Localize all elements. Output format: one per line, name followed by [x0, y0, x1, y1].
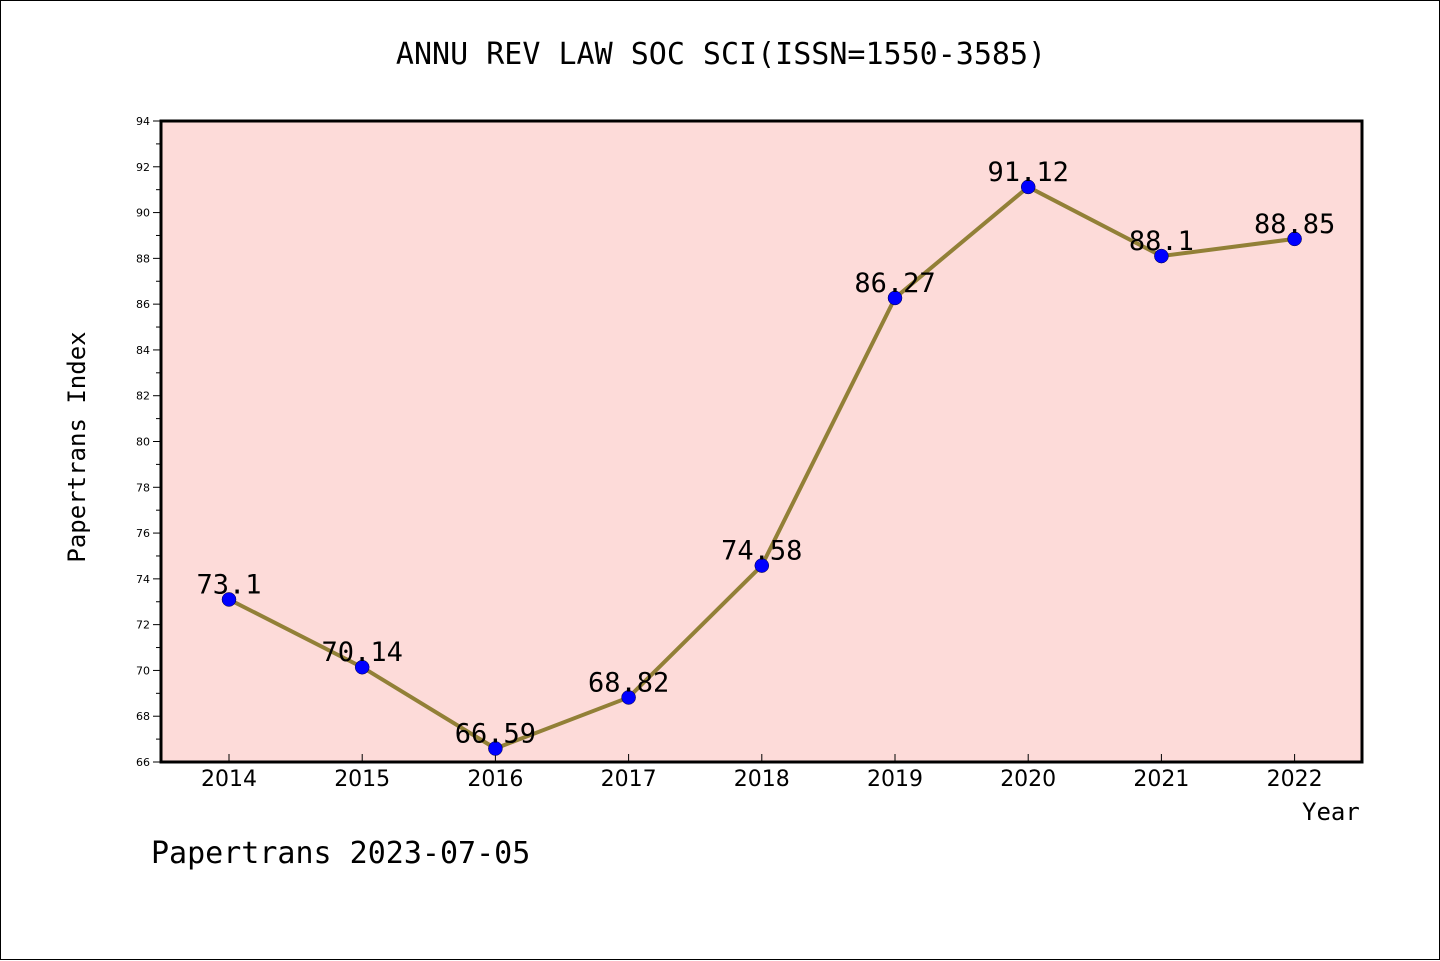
x-tick-label: 2019	[867, 767, 923, 792]
y-tick-label: 74	[136, 573, 150, 586]
data-label: 73.1	[196, 569, 261, 600]
data-label: 70.14	[322, 637, 403, 668]
data-point	[887, 290, 903, 306]
data-point	[621, 690, 636, 705]
y-tick-label: 78	[136, 481, 150, 494]
x-tick-label: 2014	[201, 767, 257, 792]
y-tick-label: 82	[136, 390, 150, 403]
data-label: 86.27	[854, 268, 935, 299]
y-tick-label: 68	[136, 710, 150, 723]
data-point	[1020, 179, 1036, 195]
y-tick-label: 66	[136, 756, 150, 769]
x-tick-label: 2015	[334, 767, 390, 792]
data-label: 91.12	[988, 157, 1069, 188]
x-tick-label: 2016	[467, 767, 523, 792]
y-tick-label: 80	[136, 436, 150, 449]
y-tick-label: 86	[136, 298, 150, 311]
data-point	[1287, 231, 1302, 247]
data-label: 68.82	[588, 667, 669, 698]
y-tick-label: 88	[136, 252, 150, 265]
data-point	[488, 741, 503, 756]
x-tick-label: 2018	[734, 767, 790, 792]
x-tick-label: 2021	[1133, 767, 1189, 792]
y-tick-label: 94	[136, 115, 150, 128]
data-label: 88.85	[1254, 209, 1335, 240]
data-point	[221, 592, 237, 607]
y-tick-label: 76	[136, 527, 150, 540]
data-label: 66.59	[455, 718, 536, 749]
y-tick-label: 84	[136, 344, 150, 357]
y-tick-label: 92	[136, 161, 150, 174]
y-tick-label: 70	[136, 664, 150, 677]
data-label: 74.58	[721, 536, 802, 567]
chart-title: ANNU REV LAW SOC SCI(ISSN=1550-3585)	[395, 37, 1047, 72]
data-point	[1154, 248, 1169, 264]
y-tick-label: 90	[136, 207, 150, 220]
data-point	[354, 659, 370, 675]
y-tick-label: 72	[136, 619, 150, 632]
x-tick-label: 2017	[601, 767, 657, 792]
footer-source-date: Papertrans 2023-07-05	[151, 836, 531, 871]
x-axis-label: Year	[1302, 798, 1360, 826]
x-tick-label: 2022	[1267, 767, 1323, 792]
plot-area	[161, 121, 1362, 762]
plot-border	[159, 119, 1364, 764]
data-point	[754, 558, 770, 573]
x-tick-label: 2020	[1000, 767, 1056, 792]
data-label: 88.1	[1129, 226, 1194, 257]
